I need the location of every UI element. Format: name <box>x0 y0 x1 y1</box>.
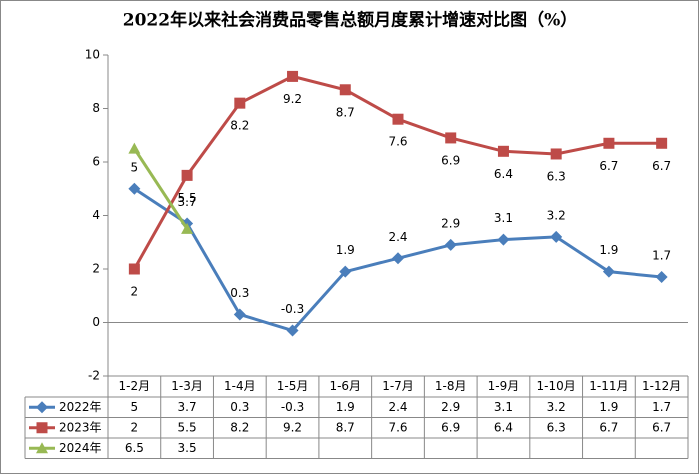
table-cell: 0.3 <box>230 400 249 414</box>
marker <box>128 263 140 275</box>
table-cell: 3.2 <box>547 400 566 414</box>
data-label: 2.4 <box>388 230 407 244</box>
table-cell: 9.2 <box>283 420 302 434</box>
marker <box>656 137 668 149</box>
table-cell: 7.6 <box>388 420 407 434</box>
marker <box>550 230 563 243</box>
legend-label: 2024年 <box>59 441 102 455</box>
table-cell: 6.7 <box>599 420 618 434</box>
y-tick-label: 2 <box>92 262 100 276</box>
data-label: 2 <box>131 285 139 299</box>
data-label: 5.5 <box>178 191 197 205</box>
series-line <box>133 147 189 230</box>
marker <box>339 84 351 96</box>
marker <box>392 252 404 265</box>
table-cell: 2 <box>131 420 139 434</box>
data-label: -0.3 <box>281 302 304 316</box>
marker <box>550 148 562 160</box>
table-cell: 8.2 <box>230 420 249 434</box>
data-label: 3.1 <box>494 211 513 225</box>
x-tick-label: 1-3月 <box>171 379 203 393</box>
table-cell: -0.3 <box>281 400 304 414</box>
x-tick-label: 1-7月 <box>382 379 414 393</box>
marker <box>128 142 141 154</box>
data-label: 6.7 <box>599 159 618 173</box>
table-cell: 6.3 <box>547 420 566 434</box>
table-cell: 1.9 <box>336 400 355 414</box>
marker <box>444 238 457 251</box>
marker <box>287 70 299 82</box>
table-cell: 1.9 <box>599 400 618 414</box>
marker <box>181 169 193 181</box>
table-cell: 2.9 <box>441 400 460 414</box>
marker <box>234 97 246 109</box>
table-cell: 5.5 <box>178 420 197 434</box>
x-tick-label: 1-6月 <box>329 379 361 393</box>
marker <box>286 324 299 337</box>
data-label: 6.3 <box>547 169 566 183</box>
data-label: 1.9 <box>599 243 618 257</box>
table-cell: 3.1 <box>494 400 513 414</box>
marker <box>36 422 48 434</box>
chart-title: 2022年以来社会消费品零售总额月度累计增速对比图（%） <box>123 10 577 31</box>
marker <box>36 401 48 414</box>
marker <box>497 145 509 157</box>
marker <box>233 308 246 321</box>
data-label: 3.2 <box>547 208 566 222</box>
marker <box>445 132 457 144</box>
legend-label: 2022年 <box>59 400 102 414</box>
x-tick-label: 1-2月 <box>119 379 151 393</box>
data-label: 8.2 <box>230 119 249 133</box>
x-tick-label: 1-5月 <box>277 379 309 393</box>
marker <box>497 233 510 246</box>
y-tick-label: 6 <box>92 155 100 169</box>
x-tick-label: 1-12月 <box>642 379 681 393</box>
y-tick-label: 4 <box>92 208 100 222</box>
data-label: 3.7 <box>178 195 197 209</box>
x-tick-label: 1-9月 <box>488 379 520 393</box>
table-cell: 5 <box>131 400 139 414</box>
data-label: 7.6 <box>388 135 407 149</box>
data-label: 2.9 <box>441 216 460 230</box>
marker <box>655 271 668 284</box>
marker <box>339 265 352 278</box>
marker <box>181 222 194 234</box>
table-cell: 8.7 <box>336 420 355 434</box>
table-cell: 6.7 <box>652 420 671 434</box>
table-cell: 2.4 <box>388 400 407 414</box>
table-cell: 1.7 <box>652 400 671 414</box>
data-label: 6.4 <box>494 167 513 181</box>
x-tick-label: 1-8月 <box>435 379 467 393</box>
data-label: 6.7 <box>652 159 671 173</box>
y-tick-label: -2 <box>88 369 100 383</box>
data-label: 9.2 <box>283 92 302 106</box>
table-cell: 6.4 <box>494 420 513 434</box>
marker <box>128 182 141 195</box>
data-label: 8.7 <box>336 105 355 119</box>
x-tick-label: 1-11月 <box>589 379 628 393</box>
marker <box>603 137 615 149</box>
data-label: 6.9 <box>441 153 460 167</box>
y-tick-label: 8 <box>92 101 100 115</box>
marker <box>602 265 615 278</box>
legend-label: 2023年 <box>59 420 102 434</box>
table-cell: 3.5 <box>178 441 197 455</box>
y-tick-label: 0 <box>92 315 100 329</box>
data-label: 5 <box>131 160 139 174</box>
data-label: 1.9 <box>336 243 355 257</box>
data-label: 0.3 <box>230 286 249 300</box>
marker <box>392 113 404 125</box>
data-label: 1.7 <box>652 249 671 263</box>
marker <box>36 442 48 454</box>
table-cell: 3.7 <box>178 400 197 414</box>
table-cell: 6.9 <box>441 420 460 434</box>
table-cell: 6.5 <box>125 441 144 455</box>
y-tick-label: 10 <box>85 48 100 62</box>
x-tick-label: 1-10月 <box>537 379 576 393</box>
x-tick-label: 1-4月 <box>224 379 256 393</box>
